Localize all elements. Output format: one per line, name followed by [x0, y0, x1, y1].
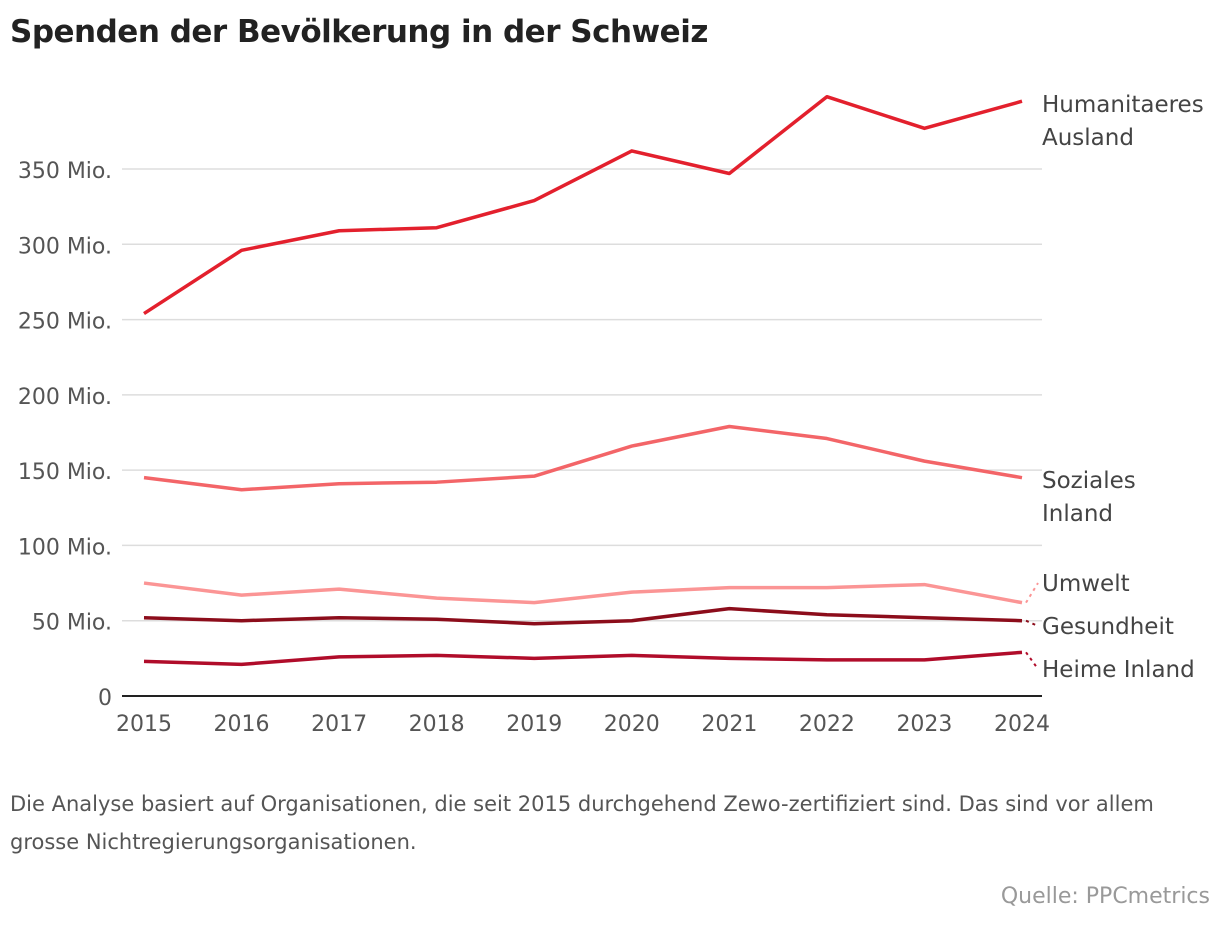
line-chart: 0 50 Mio. 100 Mio. 150 Mio. 200 Mio. 250 Mio.… — [18, 92, 1204, 737]
x-tick-label: 2024 — [994, 712, 1050, 737]
x-tick-label: 2020 — [604, 712, 660, 737]
y-tick-label: 350 Mio. — [18, 159, 112, 184]
x-tick-label: 2017 — [311, 712, 367, 737]
y-tick-label: 250 Mio. — [18, 310, 112, 335]
y-tick-label: 100 Mio. — [18, 535, 112, 560]
series-line — [143, 581, 1023, 605]
y-tick-label: 300 Mio. — [18, 234, 112, 259]
x-tick-label: 2022 — [799, 712, 855, 737]
y-tick-label: 50 Mio. — [32, 611, 112, 636]
series-line — [143, 650, 1023, 667]
label-leader — [1025, 582, 1039, 604]
series-label: Humanitaeres — [1042, 92, 1204, 118]
x-tick-label: 2023 — [896, 712, 952, 737]
chart-note: Die Analyse basiert auf Organisationen, … — [10, 792, 1154, 854]
y-tick-label: 0 — [98, 686, 112, 711]
label-leader — [1025, 619, 1039, 627]
x-tick-label: 2018 — [409, 712, 465, 737]
chart-source: Quelle: PPCmetrics — [1000, 884, 1210, 909]
chart-title: Spenden der Bevölkerung in der Schweiz — [10, 14, 708, 50]
series-label: Soziales — [1042, 468, 1136, 494]
y-tick-label: 200 Mio. — [18, 385, 112, 410]
x-tick-label: 2015 — [116, 712, 172, 737]
x-tick-label: 2019 — [506, 712, 562, 737]
x-tick-label: 2021 — [701, 712, 757, 737]
series-line — [143, 94, 1023, 316]
series-line — [143, 606, 1023, 626]
series-label: Inland — [1042, 501, 1113, 527]
series-line — [143, 424, 1023, 492]
series-label: Heime Inland — [1042, 657, 1195, 683]
series-label: Gesundheit — [1042, 614, 1174, 640]
label-leader — [1025, 651, 1039, 670]
series-label: Ausland — [1042, 125, 1134, 151]
x-tick-label: 2016 — [214, 712, 270, 737]
y-tick-label: 150 Mio. — [18, 460, 112, 485]
series-label: Umwelt — [1042, 571, 1130, 597]
